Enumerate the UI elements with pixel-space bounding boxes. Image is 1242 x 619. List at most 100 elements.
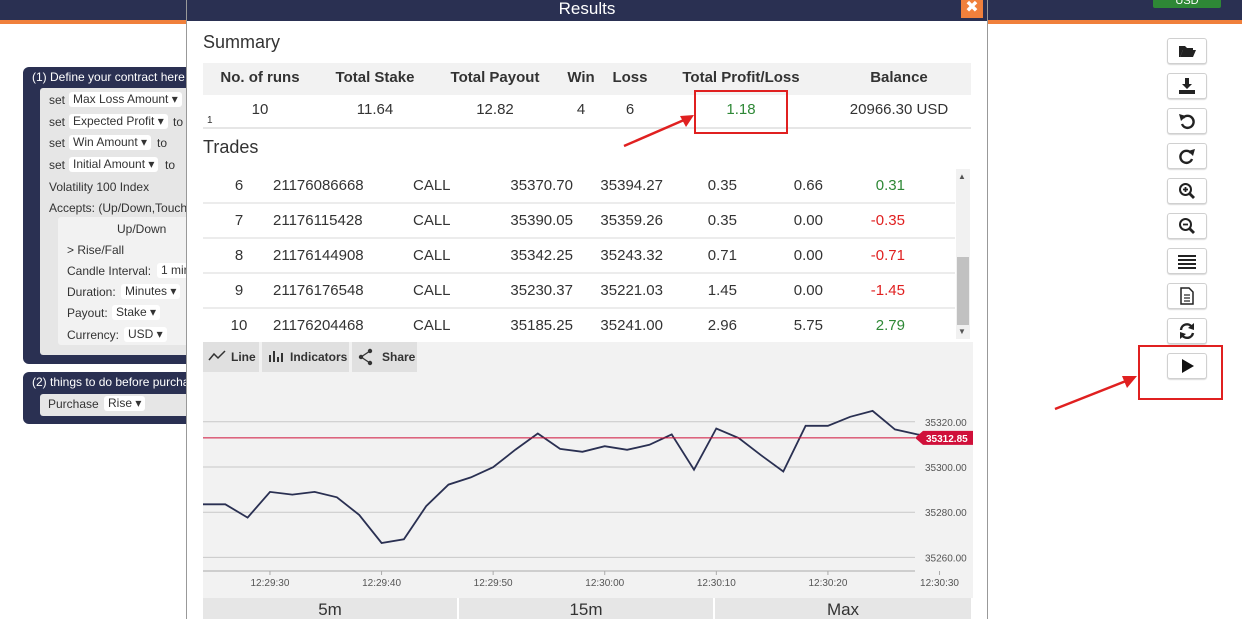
variable-dropdown-win-amount[interactable]: Win Amount ▾ — [69, 135, 152, 150]
redo-button[interactable] — [1167, 143, 1207, 169]
duration-dropdown[interactable]: Minutes ▾ — [121, 284, 181, 299]
variable-dropdown-max-loss[interactable]: Max Loss Amount ▾ — [69, 92, 182, 107]
table-row[interactable]: 8 21176144908 CALL 35342.25 35243.32 0.71 0.00… — [203, 239, 955, 274]
y-tick-label: 35320.00 — [925, 418, 967, 429]
download-button[interactable] — [1167, 73, 1207, 99]
x-tick-label: 12:29:40 — [362, 578, 401, 589]
trade-entry-cell: 35185.25 — [510, 317, 573, 334]
share-icon — [358, 348, 373, 366]
header-stake: Total Stake — [335, 69, 415, 86]
zoom-out-button[interactable] — [1167, 213, 1207, 239]
value-win: 4 — [576, 101, 586, 118]
summary-title: Summary — [203, 32, 281, 52]
download-icon — [1179, 78, 1195, 94]
trade-entry-cell: 35370.70 — [510, 177, 573, 194]
define-contract-title: (1) Define your contract here — [32, 70, 185, 84]
line-chart-button[interactable]: Line — [203, 342, 259, 372]
value-stake: 11.64 — [356, 101, 394, 118]
variable-dropdown-expected-profit[interactable]: Expected Profit ▾ — [69, 114, 168, 129]
variable-dropdown-initial-amount[interactable]: Initial Amount ▾ — [69, 157, 159, 172]
value-loss: 6 — [625, 101, 635, 118]
trade-profit-cell: 0.31 — [875, 177, 905, 194]
play-icon — [1182, 359, 1194, 373]
indicators-label: Indicators — [290, 350, 348, 364]
candle-interval-dropdown[interactable]: 1 min — [157, 263, 195, 278]
trade-stake-cell: 1.45 — [707, 282, 737, 299]
share-label: Share — [382, 350, 416, 364]
trades-title: Trades — [203, 137, 259, 157]
menu-lines-icon — [1178, 255, 1196, 269]
run-button[interactable] — [1167, 353, 1207, 379]
trade-type-cell: CALL — [413, 177, 451, 194]
undo-icon — [1179, 114, 1195, 130]
trades-scrollbar[interactable]: ▲ ▼ — [956, 169, 970, 339]
to-keyword: to — [165, 158, 176, 172]
trade-profit-cell: 2.79 — [875, 317, 905, 334]
trade-payout-cell: 0.00 — [793, 212, 823, 229]
price-chart[interactable]: Line Indicators Share 35320.00 35300.00 35… — [203, 342, 973, 598]
trade-exit-cell: 35394.27 — [600, 177, 663, 194]
table-row[interactable]: 9 21176176548 CALL 35230.37 35221.03 1.45 0.00… — [203, 274, 955, 309]
trades-table[interactable]: 6 21176086668 CALL 35370.70 35394.27 0.35 0.66… — [203, 169, 955, 337]
set-keyword: set — [49, 115, 66, 129]
payout-dropdown[interactable]: Stake ▾ — [112, 305, 161, 320]
trade-payout-cell: 0.00 — [793, 282, 823, 299]
open-folder-button[interactable] — [1167, 38, 1207, 64]
menu-button[interactable] — [1167, 248, 1207, 274]
contract-type-label: > Rise/Fall — [67, 243, 125, 257]
share-button[interactable]: Share — [352, 342, 417, 372]
table-row[interactable]: 6 21176086668 CALL 35370.70 35394.27 0.35 0.66… — [203, 169, 955, 204]
zoom-in-button[interactable] — [1167, 178, 1207, 204]
summary-table: No. of runs Total Stake Total Payout Win… — [203, 63, 971, 129]
trade-stake-cell: 2.96 — [707, 317, 737, 334]
header-balance: Balance — [870, 69, 928, 86]
table-row[interactable]: 10 21176204468 CALL 35185.25 35241.00 2.96 5.7… — [203, 309, 955, 337]
trade-ref-cell: 21176204468 — [273, 317, 364, 334]
header-win: Win — [567, 69, 595, 86]
header-payout: Total Payout — [450, 69, 540, 86]
value-runs: 10 — [251, 101, 269, 118]
trade-profit-cell: -0.71 — [870, 247, 905, 264]
summary-document-button[interactable] — [1167, 283, 1207, 309]
scroll-thumb[interactable] — [957, 257, 969, 325]
accepts-label: Accepts: (Up/Down,Touch — [49, 201, 188, 215]
purchase-label: Purchase — [48, 397, 99, 411]
account-badge[interactable]: USD — [1153, 0, 1221, 8]
x-tick-label: 12:29:50 — [474, 578, 513, 589]
currency-dropdown[interactable]: USD ▾ — [124, 327, 167, 342]
chart-canvas[interactable]: 35320.00 35300.00 35280.00 35260.00 12:29:30… — [203, 342, 973, 598]
undo-button[interactable] — [1167, 108, 1207, 134]
x-tick-label: 12:30:20 — [808, 578, 847, 589]
trade-ref-cell: 21176176548 — [273, 282, 364, 299]
trade-stake-cell: 0.35 — [707, 177, 737, 194]
indicators-button[interactable]: Indicators — [262, 342, 349, 372]
close-icon[interactable]: ✖ — [961, 0, 983, 18]
summary-values-row: 10 11.64 12.82 4 6 1.18 20966.30 USD — [203, 95, 971, 129]
document-icon — [1180, 287, 1194, 305]
trade-payout-cell: 5.75 — [793, 317, 823, 334]
trade-no-cell: 9 — [234, 282, 244, 299]
line-chart-label: Line — [231, 350, 256, 364]
indicators-icon — [269, 351, 283, 362]
trade-stake-cell: 0.71 — [707, 247, 737, 264]
arrow-to-run-button — [1054, 376, 1137, 411]
range-15m-button[interactable]: 15m — [459, 598, 713, 619]
trade-no-cell: 10 — [230, 317, 248, 334]
trade-type-container — [58, 217, 198, 345]
y-tick-label: 35260.00 — [925, 553, 967, 564]
trade-entry-cell: 35342.25 — [510, 247, 573, 264]
trade-exit-cell: 35359.26 — [600, 212, 663, 229]
line-chart-icon — [208, 350, 226, 361]
zoom-out-icon — [1179, 218, 1195, 234]
scroll-down-icon[interactable]: ▼ — [958, 327, 966, 336]
trade-exit-cell: 35243.32 — [600, 247, 663, 264]
table-row[interactable]: 7 21176115428 CALL 35390.05 35359.26 0.35 0.00… — [203, 204, 955, 239]
reset-button[interactable] — [1167, 318, 1207, 344]
currency-label: Currency: — [67, 328, 120, 342]
header-loss: Loss — [612, 69, 648, 86]
range-max-button[interactable]: Max — [715, 598, 971, 619]
trade-entry-cell: 35230.37 — [510, 282, 573, 299]
range-5m-button[interactable]: 5m — [203, 598, 457, 619]
purchase-dropdown[interactable]: Rise ▾ — [104, 396, 146, 411]
scroll-up-icon[interactable]: ▲ — [958, 172, 966, 181]
